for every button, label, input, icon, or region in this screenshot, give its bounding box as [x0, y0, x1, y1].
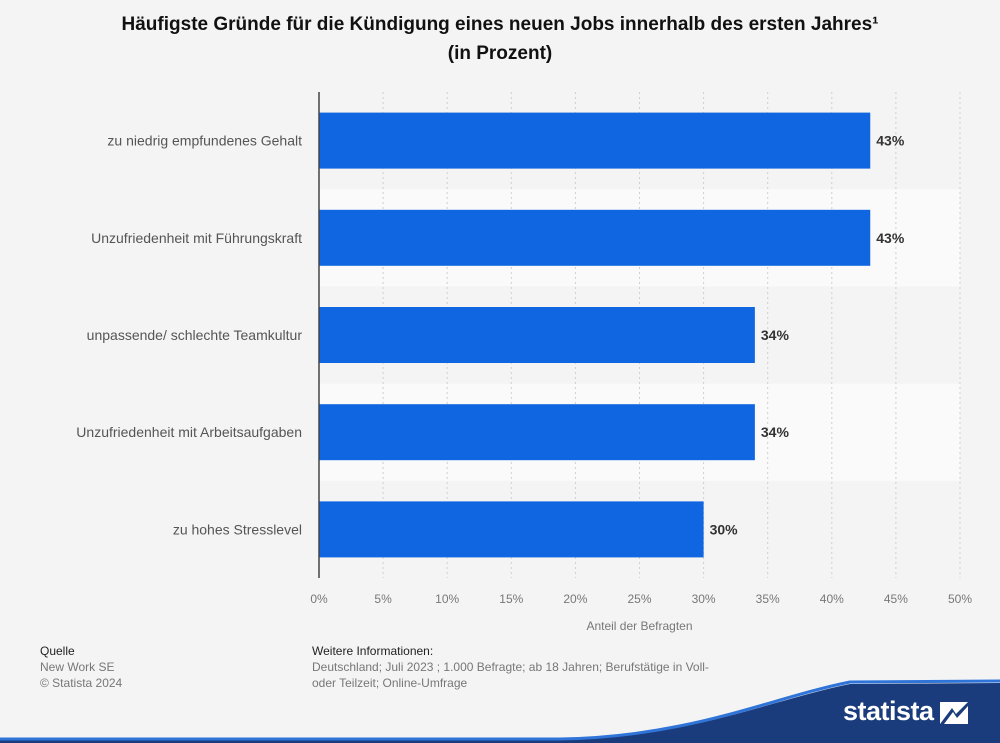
statista-logo-text[interactable]: statista — [843, 696, 934, 726]
chart-title: Häufigste Gründe für die Kündigung eines… — [0, 10, 1000, 68]
x-tick-label: 0% — [310, 592, 328, 606]
category-label: zu hohes Stresslevel — [173, 521, 302, 537]
x-axis-title: Anteil der Befragten — [586, 619, 692, 633]
info-line: oder Teilzeit; Online-Umfrage — [312, 676, 468, 690]
category-label: Unzufriedenheit mit Arbeitsaufgaben — [76, 424, 302, 440]
source-line: New Work SE — [40, 660, 115, 674]
x-tick-label: 35% — [756, 592, 780, 606]
bar — [319, 307, 755, 363]
x-tick-label: 15% — [499, 592, 523, 606]
chart-title-line1: Häufigste Gründe für die Kündigung eines… — [121, 14, 879, 35]
data-label: 30% — [710, 521, 739, 537]
statista-logo-icon[interactable] — [940, 702, 968, 724]
data-label: 43% — [876, 133, 905, 149]
info-line: Deutschland; Juli 2023 ; 1.000 Befragte;… — [312, 660, 709, 674]
bar — [319, 209, 871, 266]
data-label: 34% — [761, 424, 790, 440]
x-tick-label: 10% — [435, 592, 459, 606]
x-tick-label: 45% — [884, 592, 908, 606]
chart-title-line2: (in Prozent) — [447, 43, 553, 64]
data-label: 43% — [876, 230, 905, 246]
category-label: zu niedrig empfundenes Gehalt — [107, 133, 302, 149]
bar — [319, 112, 871, 169]
x-tick-label: 30% — [692, 592, 716, 606]
info-block: Weitere Informationen: Deutschland; Juli… — [312, 643, 709, 691]
info-heading: Weitere Informationen: — [312, 644, 434, 658]
category-label: unpassende/ schlechte Teamkultur — [87, 327, 303, 343]
x-tick-label: 5% — [374, 592, 392, 606]
bar — [319, 501, 704, 558]
data-label: 34% — [761, 327, 790, 343]
source-block: Quelle New Work SE © Statista 2024 — [40, 643, 122, 691]
x-tick-label: 50% — [948, 592, 972, 606]
category-label: Unzufriedenheit mit Führungskraft — [91, 230, 302, 246]
x-tick-label: 40% — [820, 592, 844, 606]
x-tick-label: 25% — [627, 592, 651, 606]
bar — [319, 404, 755, 461]
source-heading: Quelle — [40, 644, 75, 658]
copyright-line: © Statista 2024 — [40, 676, 123, 690]
x-tick-label: 20% — [563, 592, 587, 606]
